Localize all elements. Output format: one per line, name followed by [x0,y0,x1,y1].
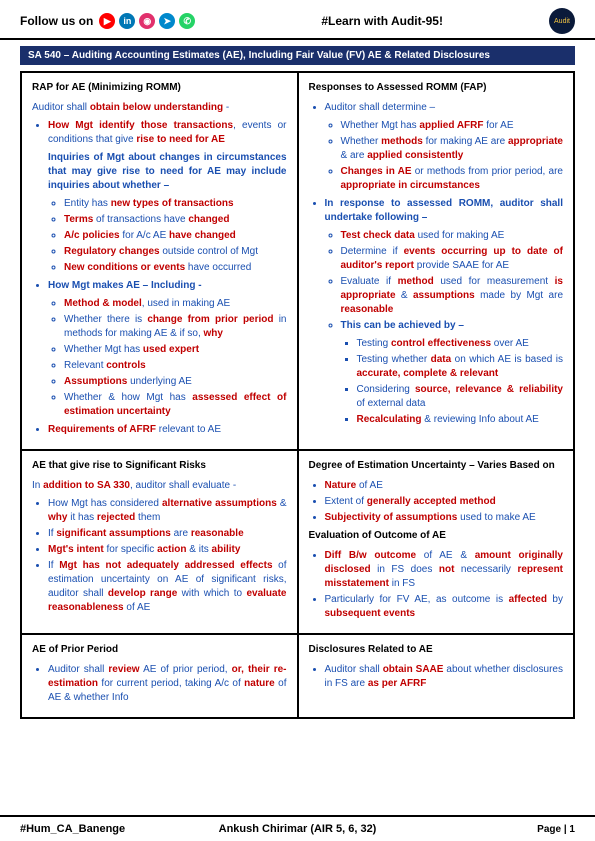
page-header: Follow us on ▶ in ◉ ➤ ✆ #Learn with Audi… [0,0,595,40]
cell-prior-period: AE of Prior Period Auditor shall review … [21,634,298,718]
list-item: Test check data used for making AE [341,229,564,243]
list-item: If Mgt has not adequately addressed effe… [48,559,287,615]
cell-title: Responses to Assessed ROMM (FAP) [309,81,564,95]
list-item: Mgt's intent for specific action & its a… [48,543,287,557]
list-item: Auditor shall obtain SAAE about whether … [325,663,564,691]
cell-estimation-uncertainty: Degree of Estimation Uncertainty – Varie… [298,450,575,634]
list-item: New conditions or events have occurred [64,261,287,275]
social-icons: ▶ in ◉ ➤ ✆ [99,13,195,29]
cell-subtitle: Evaluation of Outcome of AE [309,529,564,543]
list-item: Changes in AE or methods from prior peri… [341,165,564,193]
list-item: Diff B/w outcome of AE & amount original… [325,549,564,591]
telegram-icon[interactable]: ➤ [159,13,175,29]
instagram-icon[interactable]: ◉ [139,13,155,29]
whatsapp-icon[interactable]: ✆ [179,13,195,29]
list-item: Whether methods for making AE are approp… [341,135,564,163]
list-item: Extent of generally accepted method [325,495,564,509]
cell-title: AE that give rise to Significant Risks [32,459,287,473]
list-item: Determine if events occurring up to date… [341,245,564,273]
footer-hashtag: #Hum_CA_Banenge [20,823,125,835]
list-item: Assumptions underlying AE [64,375,287,389]
list-item: Auditor shall determine – [325,101,564,115]
list-item: Testing whether data on which AE is base… [357,353,564,381]
list-item: This can be achieved by – [341,319,564,333]
list-item: A/c policies for A/c AE have changed [64,229,287,243]
intro-text: Auditor shall obtain below understanding… [32,101,287,115]
list-item: Method & model, used in making AE [64,297,287,311]
list-item: How Mgt identify those transactions, eve… [48,119,287,147]
list-item: Relevant controls [64,359,287,373]
cell-title: RAP for AE (Minimizing ROMM) [32,81,287,95]
cell-responses-romm: Responses to Assessed ROMM (FAP) Auditor… [298,72,575,450]
youtube-icon[interactable]: ▶ [99,13,115,29]
follow-label: Follow us on [20,14,93,28]
cell-title: AE of Prior Period [32,643,287,657]
list-item: Regulatory changes outside control of Mg… [64,245,287,259]
brand-logo: Audit [549,8,575,34]
cell-disclosures: Disclosures Related to AE Auditor shall … [298,634,575,718]
footer-page: Page | 1 [537,824,575,835]
page-footer: #Hum_CA_Banenge Ankush Chirimar (AIR 5, … [0,815,595,841]
intro-text: In addition to SA 330, auditor shall eva… [32,479,287,493]
cell-rap-ae: RAP for AE (Minimizing ROMM) Auditor sha… [21,72,298,450]
list-item: In response to assessed ROMM, auditor sh… [325,197,564,225]
list-item: Whether there is change from prior perio… [64,313,287,341]
linkedin-icon[interactable]: in [119,13,135,29]
list-item: How Mgt has considered alternative assum… [48,497,287,525]
list-item: Terms of transactions have changed [64,213,287,227]
list-item: Whether Mgt has applied AFRF for AE [341,119,564,133]
list-item: Auditor shall review AE of prior period,… [48,663,287,705]
list-item: Subjectivity of assumptions used to make… [325,511,564,525]
list-item: Evaluate if method used for measurement … [341,275,564,317]
list-item: Whether Mgt has used expert [64,343,287,357]
list-item: Particularly for FV AE, as outcome is af… [325,593,564,621]
list-item: Requirements of AFRF relevant to AE [48,423,287,437]
content-grid: RAP for AE (Minimizing ROMM) Auditor sha… [20,71,575,719]
list-item: Entity has new types of transactions [64,197,287,211]
list-item: Considering source, relevance & reliabil… [357,383,564,411]
list-item: Testing control effectiveness over AE [357,337,564,351]
inquiry-para: Inquiries of Mgt about changes in circum… [32,151,287,193]
list-item: How Mgt makes AE – Including - [48,279,287,293]
title-bar: SA 540 – Auditing Accounting Estimates (… [20,46,575,65]
header-hashtag: #Learn with Audit-95! [321,14,443,28]
list-item: Nature of AE [325,479,564,493]
list-item: Whether & how Mgt has assessed effect of… [64,391,287,419]
cell-title: Disclosures Related to AE [309,643,564,657]
list-item: If significant assumptions are reasonabl… [48,527,287,541]
list-item: Recalculating & reviewing Info about AE [357,413,564,427]
cell-significant-risks: AE that give rise to Significant Risks I… [21,450,298,634]
cell-title: Degree of Estimation Uncertainty – Varie… [309,459,564,473]
footer-author: Ankush Chirimar (AIR 5, 6, 32) [219,823,377,835]
